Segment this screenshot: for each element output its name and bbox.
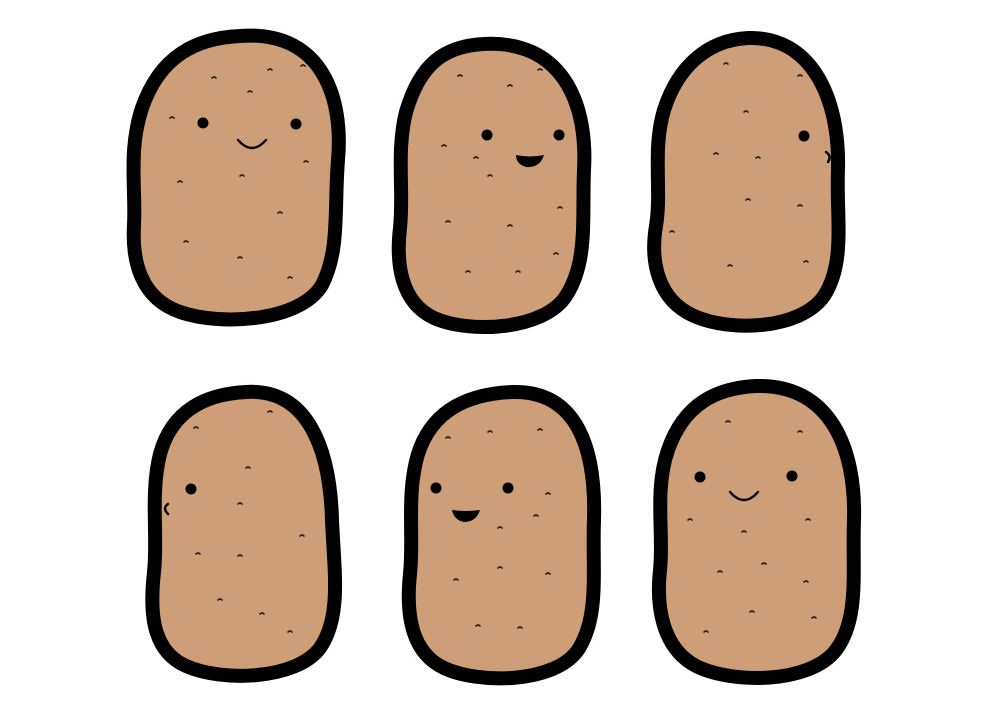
- potato-eye: [694, 471, 706, 483]
- potato-speck: [475, 624, 481, 627]
- potato-speck: [723, 62, 729, 65]
- potato-speck: [299, 534, 305, 537]
- potato-speck: [545, 572, 551, 575]
- potato-speck: [797, 74, 803, 77]
- potato-speck: [805, 518, 811, 521]
- potato-speck: [457, 74, 463, 77]
- potato-body: [401, 384, 602, 686]
- potato-speck: [237, 502, 243, 505]
- potato-mouth: [516, 155, 544, 168]
- potato-5: [401, 384, 602, 686]
- potato-eye: [502, 482, 514, 494]
- potato-speck: [507, 84, 513, 87]
- potato-eye: [786, 470, 798, 482]
- potato-body: [126, 28, 346, 327]
- potato-speck: [277, 211, 283, 214]
- potato-speck: [557, 206, 563, 209]
- potato-speck: [193, 426, 199, 429]
- potato-speck: [537, 428, 543, 431]
- potato-eye: [430, 482, 442, 494]
- potato-speck: [515, 270, 521, 273]
- potato-speck: [743, 110, 749, 113]
- potato-speck: [239, 174, 245, 177]
- potato-eye: [290, 118, 302, 130]
- potato-speck: [259, 612, 265, 615]
- potato-mouth: [452, 510, 480, 522]
- potato-speck: [445, 436, 451, 439]
- potato-eye: [185, 483, 197, 495]
- potato-speck: [453, 578, 459, 581]
- potato-mouth: [824, 150, 831, 164]
- potato-speck: [169, 116, 175, 119]
- potato-body: [651, 378, 862, 685]
- potato-speck: [177, 180, 183, 183]
- potato-speck: [267, 410, 273, 413]
- potato-speck: [803, 580, 809, 583]
- potato-speck: [745, 198, 751, 201]
- potato-eye: [798, 130, 810, 142]
- potato-speck: [237, 554, 243, 557]
- potato-mouth: [728, 490, 760, 502]
- potato-speck: [545, 492, 551, 495]
- potato-speck: [287, 276, 293, 279]
- potato-body: [391, 36, 592, 335]
- potato-speck: [517, 626, 523, 629]
- potato-eye: [197, 117, 209, 129]
- potato-speck: [247, 90, 253, 93]
- potato-speck: [245, 466, 251, 469]
- potato-speck: [183, 240, 189, 243]
- potato-body: [647, 30, 846, 333]
- potato-speck: [473, 156, 479, 159]
- potato-speck: [445, 220, 451, 223]
- potato-speck: [797, 430, 803, 433]
- potato-speck: [553, 252, 559, 255]
- potato-speck: [300, 64, 306, 67]
- potato-speck: [217, 598, 223, 601]
- potato-speck: [497, 566, 503, 569]
- potato-mouth: [236, 138, 268, 150]
- potato-2: [391, 36, 592, 335]
- potato-eye: [481, 129, 493, 141]
- potato-speck: [669, 230, 675, 233]
- potato-speck: [703, 630, 709, 633]
- potato-speck: [741, 530, 747, 533]
- potato-speck: [537, 68, 543, 71]
- potato-speck: [803, 260, 809, 263]
- potato-4: [145, 384, 343, 683]
- potato-speck: [533, 514, 539, 517]
- potato-3: [647, 30, 846, 333]
- potato-speck: [237, 256, 243, 259]
- potato-speck: [725, 420, 731, 423]
- potato-speck: [287, 630, 293, 633]
- potato-speck: [507, 224, 513, 227]
- potato-speck: [727, 264, 733, 267]
- potato-speck: [465, 270, 471, 273]
- potato-speck: [497, 526, 503, 529]
- potato-1: [126, 28, 346, 327]
- potato-mouth: [163, 502, 170, 516]
- potato-eye: [553, 129, 565, 141]
- potato-speck: [761, 562, 767, 565]
- potato-speck: [267, 68, 273, 71]
- potato-speck: [195, 552, 201, 555]
- potato-speck: [303, 160, 309, 163]
- potato-speck: [211, 76, 217, 79]
- potato-speck: [717, 570, 723, 573]
- potato-speck: [487, 174, 493, 177]
- potato-speck: [749, 610, 755, 613]
- potato-speck: [797, 204, 803, 207]
- potato-6: [651, 378, 862, 685]
- potato-speck: [811, 616, 817, 619]
- potato-speck: [441, 144, 447, 147]
- potato-body: [145, 384, 343, 683]
- potato-speck: [487, 430, 493, 433]
- potato-speck: [755, 156, 761, 159]
- potato-speck: [687, 518, 693, 521]
- potato-speck: [713, 152, 719, 155]
